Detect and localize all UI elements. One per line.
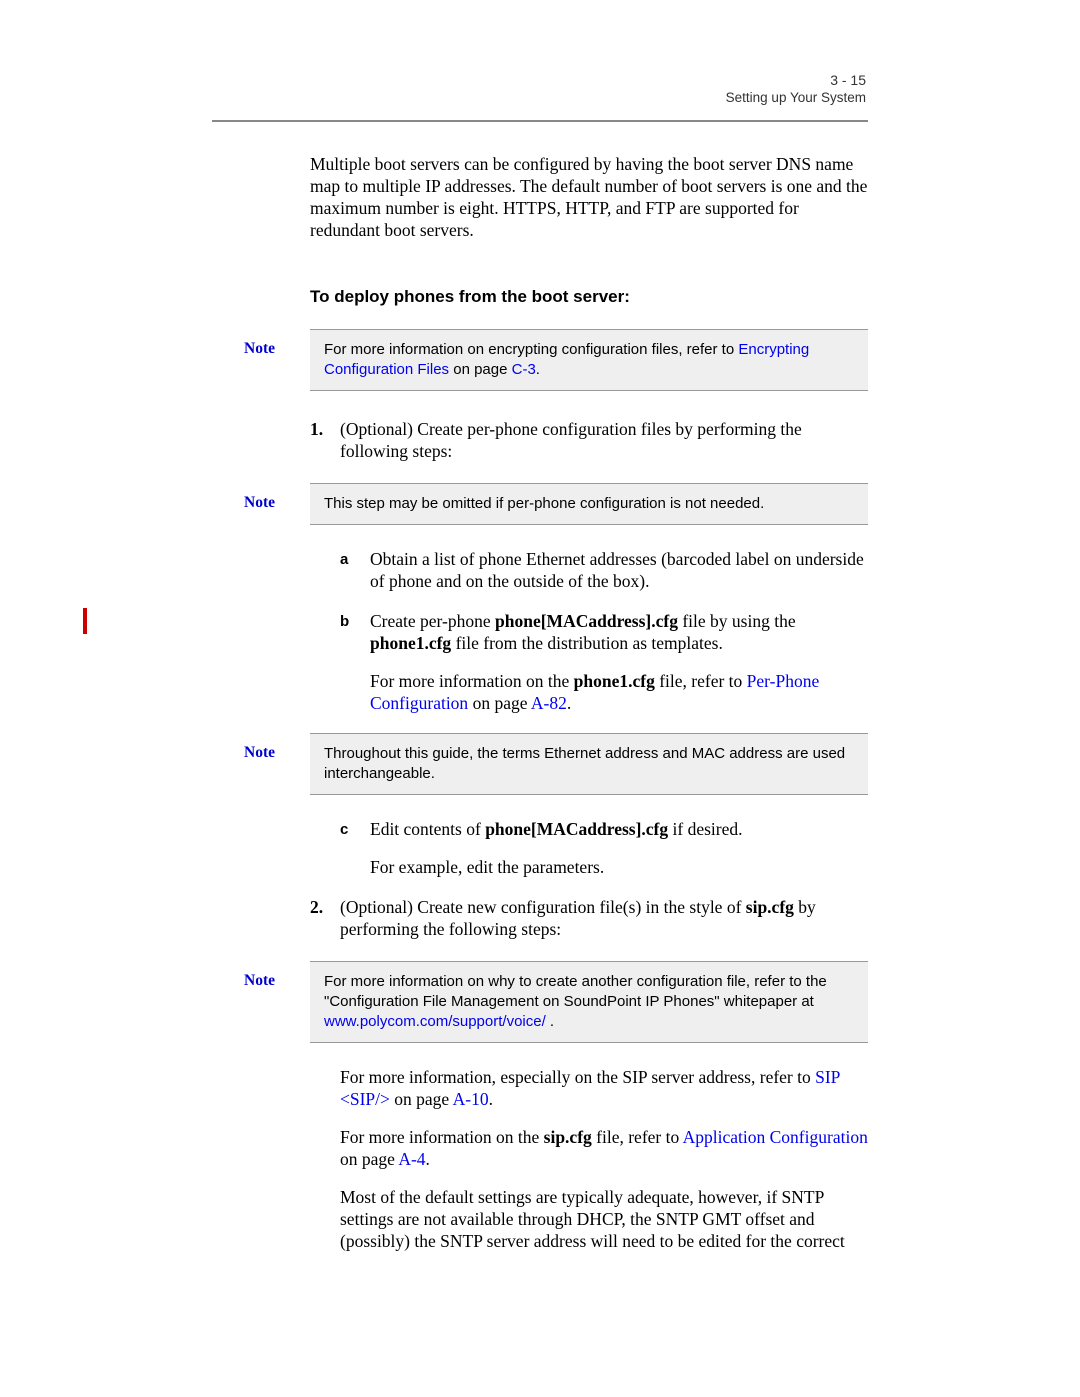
note-text: on page — [449, 361, 512, 378]
main-content: Multiple boot servers can be configured … — [310, 154, 868, 1268]
substep-body: Edit contents of phone[MACaddress].cfg i… — [370, 819, 868, 879]
info-para-1: For more information, especially on the … — [340, 1067, 868, 1111]
filename: phone[MACaddress].cfg — [485, 819, 668, 839]
step-marker: 1. — [310, 419, 340, 463]
substep-marker: a — [340, 549, 370, 593]
note-body: For more information on why to create an… — [310, 961, 868, 1044]
link-page-a82[interactable]: A-82 — [531, 693, 567, 713]
text: . — [426, 1149, 430, 1169]
text: on page — [390, 1089, 453, 1109]
note-text: For more information on why to create an… — [324, 973, 827, 1010]
note-text: . — [536, 361, 540, 378]
substep-body: Create per-phone phone[MACaddress].cfg f… — [370, 611, 868, 715]
substep-marker: c — [340, 819, 370, 879]
substep-b: b Create per-phone phone[MACaddress].cfg… — [340, 611, 868, 715]
note-block-3: Note Throughout this guide, the terms Et… — [310, 733, 868, 796]
text: file, refer to — [655, 671, 747, 691]
note-label: Note — [244, 483, 304, 512]
step-body: (Optional) Create per-phone configuratio… — [340, 419, 868, 463]
step-marker: 2. — [310, 897, 340, 941]
filename: phone1.cfg — [370, 633, 451, 653]
section-heading: To deploy phones from the boot server: — [310, 286, 868, 307]
step-1: 1. (Optional) Create per-phone configura… — [310, 419, 868, 463]
filename: sip.cfg — [746, 897, 794, 917]
text: file from the distribution as templates. — [451, 633, 723, 653]
filename: sip.cfg — [544, 1127, 592, 1147]
note-body: Throughout this guide, the terms Etherne… — [310, 733, 868, 796]
link-polycom-support[interactable]: www.polycom.com/support/voice/ — [324, 1013, 546, 1030]
text: on page — [340, 1149, 398, 1169]
text: For more information on the — [370, 671, 574, 691]
text: For more information, especially on the … — [340, 1067, 815, 1087]
link-page-a4[interactable]: A-4 — [398, 1149, 425, 1169]
text: (Optional) Create new configuration file… — [340, 897, 746, 917]
link-page-a10[interactable]: A-10 — [453, 1089, 489, 1109]
note-label: Note — [244, 961, 304, 990]
link-app-config[interactable]: Application Configuration — [683, 1127, 868, 1147]
text: on page — [468, 693, 531, 713]
page: Setting up Your System Multiple boot ser… — [0, 0, 1080, 150]
substep-body: Obtain a list of phone Ethernet addresse… — [370, 549, 868, 593]
page-number: 3 - 15 — [830, 72, 866, 88]
text: if desired. — [668, 819, 742, 839]
substeps: c Edit contents of phone[MACaddress].cfg… — [340, 819, 868, 879]
text: file, refer to — [592, 1127, 683, 1147]
note-text: . — [546, 1013, 554, 1030]
substep-marker: b — [340, 611, 370, 715]
note-body: This step may be omitted if per-phone co… — [310, 483, 868, 525]
note-block-1: Note For more information on encrypting … — [310, 329, 868, 392]
filename: phone1.cfg — [574, 671, 655, 691]
note-block-2: Note This step may be omitted if per-pho… — [310, 483, 868, 525]
text: Create per-phone — [370, 611, 495, 631]
info-para-2: For more information on the sip.cfg file… — [340, 1127, 868, 1171]
step-2: 2. (Optional) Create new configuration f… — [310, 897, 868, 941]
change-bar — [83, 608, 87, 634]
link-page-c3[interactable]: C-3 — [512, 361, 536, 378]
header-section-title: Setting up Your System — [726, 90, 866, 105]
substep-a: a Obtain a list of phone Ethernet addres… — [340, 549, 868, 593]
note-body: For more information on encrypting confi… — [310, 329, 868, 392]
intro-paragraph: Multiple boot servers can be configured … — [310, 154, 868, 242]
info-para-3: Most of the default settings are typical… — [340, 1187, 868, 1253]
text: . — [489, 1089, 493, 1109]
text: For more information on the — [340, 1127, 544, 1147]
note-block-4: Note For more information on why to crea… — [310, 961, 868, 1044]
text: file by using the — [678, 611, 796, 631]
filename: phone[MACaddress].cfg — [495, 611, 678, 631]
text: Edit contents of — [370, 819, 485, 839]
substep-c: c Edit contents of phone[MACaddress].cfg… — [340, 819, 868, 879]
text: . — [567, 693, 571, 713]
header-rule — [212, 120, 868, 122]
note-label: Note — [244, 329, 304, 358]
note-text: For more information on encrypting confi… — [324, 341, 738, 358]
substeps: a Obtain a list of phone Ethernet addres… — [340, 549, 868, 714]
note-label: Note — [244, 733, 304, 762]
text: For example, edit the parameters. — [370, 857, 868, 879]
step-body: (Optional) Create new configuration file… — [340, 897, 868, 941]
